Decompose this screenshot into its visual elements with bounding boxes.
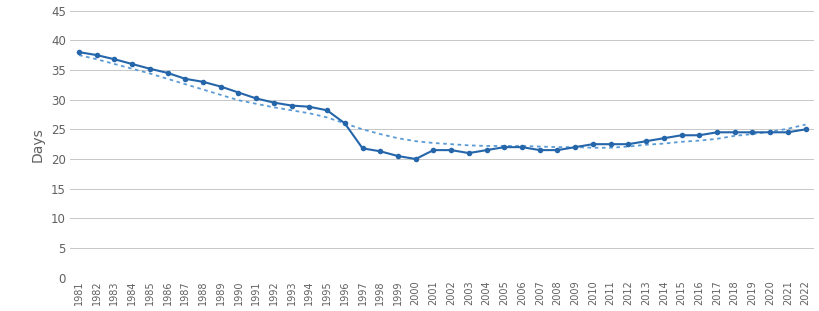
- Point: [355, 146, 369, 151]
- Point: [550, 148, 563, 153]
- Point: [90, 53, 103, 58]
- Point: [781, 130, 794, 135]
- Point: [320, 108, 333, 113]
- Point: [798, 127, 811, 132]
- Y-axis label: Days: Days: [30, 127, 44, 161]
- Point: [532, 148, 545, 153]
- Point: [709, 130, 722, 135]
- Point: [232, 90, 245, 95]
- Point: [125, 62, 138, 67]
- Point: [479, 148, 492, 153]
- Point: [391, 154, 404, 159]
- Point: [462, 151, 475, 156]
- Point: [604, 142, 617, 147]
- Point: [515, 145, 528, 150]
- Point: [674, 133, 687, 138]
- Point: [249, 96, 262, 101]
- Point: [302, 104, 315, 109]
- Point: [143, 66, 156, 71]
- Point: [621, 142, 634, 147]
- Point: [497, 145, 510, 150]
- Point: [214, 84, 227, 89]
- Point: [179, 77, 192, 81]
- Point: [108, 57, 121, 62]
- Point: [338, 121, 351, 126]
- Point: [727, 130, 740, 135]
- Point: [657, 136, 670, 141]
- Point: [373, 149, 387, 154]
- Point: [197, 79, 210, 84]
- Point: [444, 148, 457, 153]
- Point: [568, 145, 581, 150]
- Point: [745, 130, 758, 135]
- Point: [72, 50, 85, 55]
- Point: [692, 133, 705, 138]
- Point: [161, 70, 174, 75]
- Point: [639, 139, 652, 144]
- Point: [586, 142, 599, 147]
- Point: [285, 103, 298, 108]
- Point: [762, 130, 776, 135]
- Point: [427, 148, 440, 153]
- Point: [409, 156, 422, 161]
- Point: [267, 100, 280, 105]
